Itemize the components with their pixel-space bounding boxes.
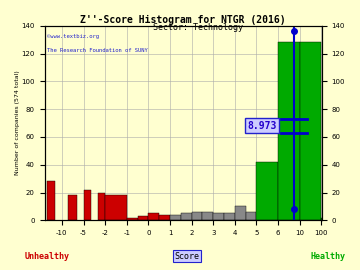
Bar (138, 216, 148, 220)
Bar (246, 212, 256, 220)
Bar (105, 195, 127, 220)
Text: The Research Foundation of SUNY: The Research Foundation of SUNY (47, 48, 148, 53)
Bar (159, 215, 170, 220)
Bar (181, 213, 192, 220)
Text: ©www.textbiz.org: ©www.textbiz.org (47, 34, 99, 39)
Bar (47, 181, 55, 220)
Bar (127, 218, 138, 220)
Title: Z''-Score Histogram for NTGR (2016): Z''-Score Histogram for NTGR (2016) (80, 15, 286, 25)
Bar (84, 190, 91, 220)
Bar (192, 212, 202, 220)
Text: Healthy: Healthy (310, 252, 345, 261)
Bar (224, 213, 235, 220)
Text: 8.973: 8.973 (247, 121, 277, 131)
Text: Unhealthy: Unhealthy (24, 252, 69, 261)
Bar (213, 213, 224, 220)
Bar (256, 162, 278, 220)
Bar (68, 195, 77, 220)
Bar (148, 213, 159, 220)
Bar (202, 212, 213, 220)
Bar (98, 193, 105, 220)
Bar (170, 215, 181, 220)
Y-axis label: Number of companies (574 total): Number of companies (574 total) (15, 71, 20, 176)
Bar (300, 42, 321, 220)
Bar (235, 207, 246, 220)
Text: Sector: Technology: Sector: Technology (153, 23, 243, 32)
Text: Score: Score (175, 252, 200, 261)
Bar (278, 42, 300, 220)
